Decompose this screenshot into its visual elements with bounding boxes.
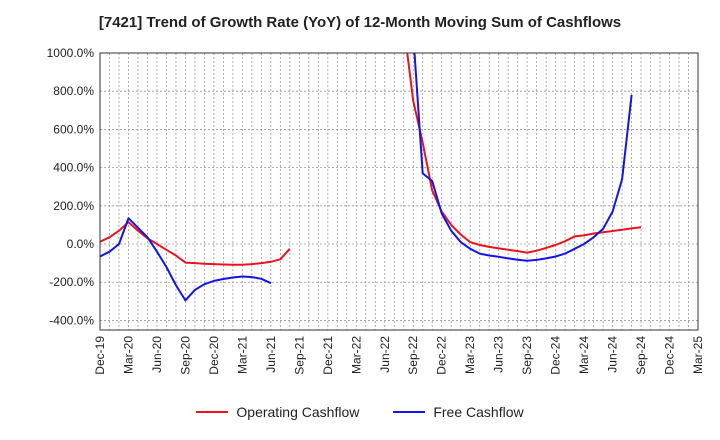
legend-swatch-operating — [196, 411, 229, 413]
chart-title: [7421] Trend of Growth Rate (YoY) of 12-… — [98, 14, 622, 31]
x-tick-label: Jun-22 — [378, 336, 392, 373]
series-line-operating-cashflow — [406, 53, 642, 254]
grid-layer — [99, 52, 699, 330]
x-tick-label: Mar-22 — [349, 336, 363, 374]
x-tick-label: Dec-22 — [435, 336, 449, 375]
y-tick-label: -200.0% — [49, 275, 94, 289]
x-tick-label: Mar-25 — [691, 336, 705, 374]
y-tick-label: -400.0% — [49, 313, 94, 327]
x-tick-label: Mar-23 — [463, 336, 477, 374]
y-tick-label: 600.0% — [53, 122, 94, 136]
legend-label-free: Free Cashflow — [433, 404, 524, 420]
x-tick-label: Jun-24 — [606, 336, 620, 373]
x-tick-label: Jun-20 — [150, 336, 164, 373]
x-tick-label: Sep-22 — [406, 336, 420, 375]
series-line-free-cashflow — [100, 217, 272, 302]
series-line-operating-cashflow — [100, 221, 291, 266]
x-tick-label: Sep-23 — [520, 336, 534, 375]
y-tick-label: 200.0% — [53, 199, 94, 213]
series-layer — [100, 53, 642, 302]
legend: Operating Cashflow Free Cashflow — [0, 404, 720, 420]
y-tick-label: 1000.0% — [47, 46, 95, 60]
legend-item-free: Free Cashflow — [393, 404, 524, 420]
y-tick-label: 400.0% — [53, 161, 94, 175]
plot-frame — [99, 52, 699, 331]
x-tick-label: Mar-20 — [121, 336, 135, 374]
x-tick-label: Dec-19 — [93, 336, 107, 375]
x-tick-label: Sep-20 — [178, 336, 192, 375]
legend-item-operating: Operating Cashflow — [196, 404, 359, 420]
x-tick-label: Dec-24 — [663, 336, 677, 375]
x-tick-label: Dec-21 — [321, 336, 335, 375]
x-tick-label: Jun-21 — [264, 336, 278, 373]
x-tick-label: Sep-21 — [292, 336, 306, 375]
x-axis-ticks: Dec-19 Mar-20 Jun-20 Sep-20 Dec-20 Mar-21 Jun-… — [93, 336, 705, 375]
x-tick-label: Mar-21 — [235, 336, 249, 374]
x-tick-label: Sep-24 — [634, 336, 648, 375]
y-axis-ticks: 1000.0% 800.0% 600.0% 400.0% 200.0% 0.0% -200.… — [47, 46, 95, 327]
y-tick-label: 0.0% — [67, 237, 95, 251]
legend-swatch-free — [393, 411, 426, 413]
x-tick-label: Mar-24 — [577, 336, 591, 374]
x-tick-label: Dec-24 — [549, 336, 563, 375]
x-tick-label: Jun-23 — [492, 336, 506, 373]
series-line-free-cashflow — [413, 53, 633, 262]
y-tick-label: 800.0% — [53, 84, 94, 98]
x-tick-label: Dec-20 — [207, 336, 221, 375]
legend-label-operating: Operating Cashflow — [236, 404, 360, 420]
